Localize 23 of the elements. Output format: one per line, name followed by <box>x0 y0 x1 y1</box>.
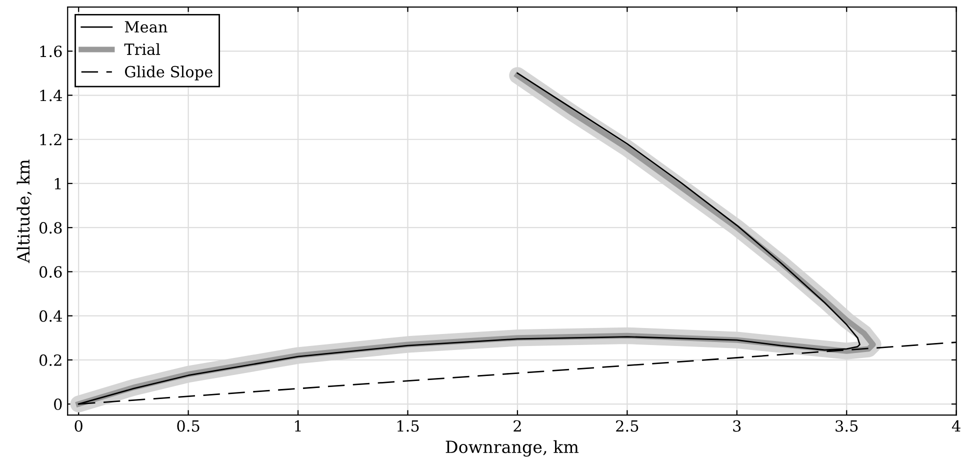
x-tick-label: 3.5 <box>836 420 858 432</box>
y-tick-label: 0 <box>54 398 62 410</box>
x-tick-label: 2 <box>514 420 521 432</box>
y-tick-label: 1.4 <box>40 90 62 102</box>
x-tick-label: 2.5 <box>616 420 638 432</box>
x-tick-label: 0.5 <box>177 420 200 432</box>
y-tick-label: 1.2 <box>40 134 62 146</box>
y-tick-label: 0.2 <box>39 354 62 366</box>
y-tick-label: 0.4 <box>39 310 62 322</box>
x-tick-label: 3 <box>733 420 741 432</box>
y-tick-label: 1 <box>54 178 61 190</box>
legend-label: Trial <box>124 43 160 56</box>
legend-label: Mean <box>124 21 168 33</box>
y-tick-label: 0.8 <box>39 222 62 234</box>
x-tick-label: 4 <box>952 420 960 432</box>
y-tick-label: 1.6 <box>40 46 62 58</box>
x-tick-label: 1 <box>295 420 301 432</box>
y-axis-title: Altitude, km <box>16 160 32 264</box>
legend-label: Glide Slope <box>125 66 212 80</box>
y-tick-label: 0.6 <box>39 266 62 278</box>
x-tick-label: 0 <box>74 420 82 432</box>
x-axis-title: Downrange, km <box>446 440 579 457</box>
x-tick-label: 1.5 <box>397 420 419 432</box>
